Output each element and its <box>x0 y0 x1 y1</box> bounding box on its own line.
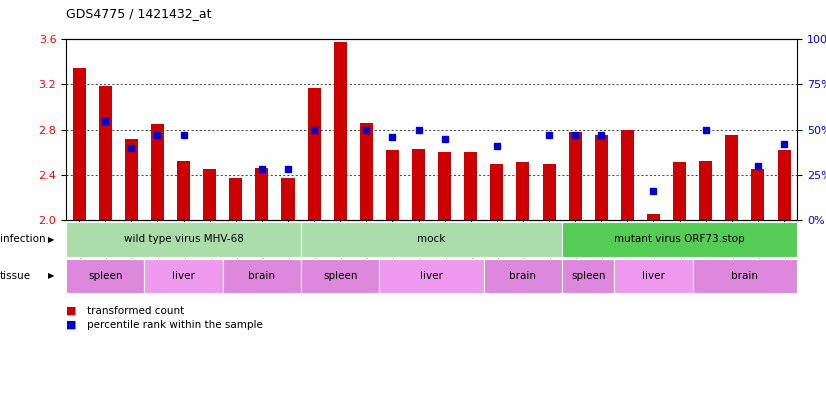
Bar <box>334 42 347 220</box>
Bar <box>595 135 608 220</box>
Bar <box>99 86 112 220</box>
Bar <box>177 161 190 220</box>
Text: infection: infection <box>0 234 45 244</box>
Bar <box>386 150 399 220</box>
Bar <box>516 162 529 220</box>
Text: brain: brain <box>510 271 536 281</box>
Text: tissue: tissue <box>0 271 31 281</box>
Text: spleen: spleen <box>323 271 358 281</box>
Text: percentile rank within the sample: percentile rank within the sample <box>87 320 263 330</box>
Bar <box>230 178 242 220</box>
Bar <box>464 152 477 220</box>
Bar <box>73 68 86 220</box>
Bar <box>699 161 712 220</box>
Text: spleen: spleen <box>88 271 122 281</box>
Bar <box>752 169 764 220</box>
Text: ▶: ▶ <box>48 235 55 244</box>
Bar <box>360 123 373 220</box>
Text: liver: liver <box>172 271 195 281</box>
Bar <box>125 139 138 220</box>
Text: ■: ■ <box>66 320 77 330</box>
Bar <box>568 132 582 220</box>
Bar <box>621 130 634 220</box>
Bar <box>307 88 320 220</box>
Text: brain: brain <box>249 271 275 281</box>
Bar <box>777 150 790 220</box>
Text: transformed count: transformed count <box>87 306 184 316</box>
Bar <box>203 169 216 220</box>
Bar <box>491 163 503 220</box>
Text: GDS4775 / 1421432_at: GDS4775 / 1421432_at <box>66 7 211 20</box>
Text: ■: ■ <box>66 306 77 316</box>
Text: liver: liver <box>642 271 665 281</box>
Text: spleen: spleen <box>571 271 605 281</box>
Text: wild type virus MHV-68: wild type virus MHV-68 <box>124 234 244 244</box>
Text: ▶: ▶ <box>48 272 55 280</box>
Bar <box>412 149 425 220</box>
Text: mutant virus ORF73.stop: mutant virus ORF73.stop <box>615 234 745 244</box>
Text: mock: mock <box>417 234 446 244</box>
Bar <box>543 163 556 220</box>
Bar <box>255 168 268 220</box>
Bar <box>673 162 686 220</box>
Bar <box>725 135 738 220</box>
Text: liver: liver <box>420 271 443 281</box>
Bar <box>151 124 164 220</box>
Bar <box>438 152 451 220</box>
Bar <box>282 178 295 220</box>
Bar <box>647 215 660 220</box>
Text: brain: brain <box>731 271 758 281</box>
